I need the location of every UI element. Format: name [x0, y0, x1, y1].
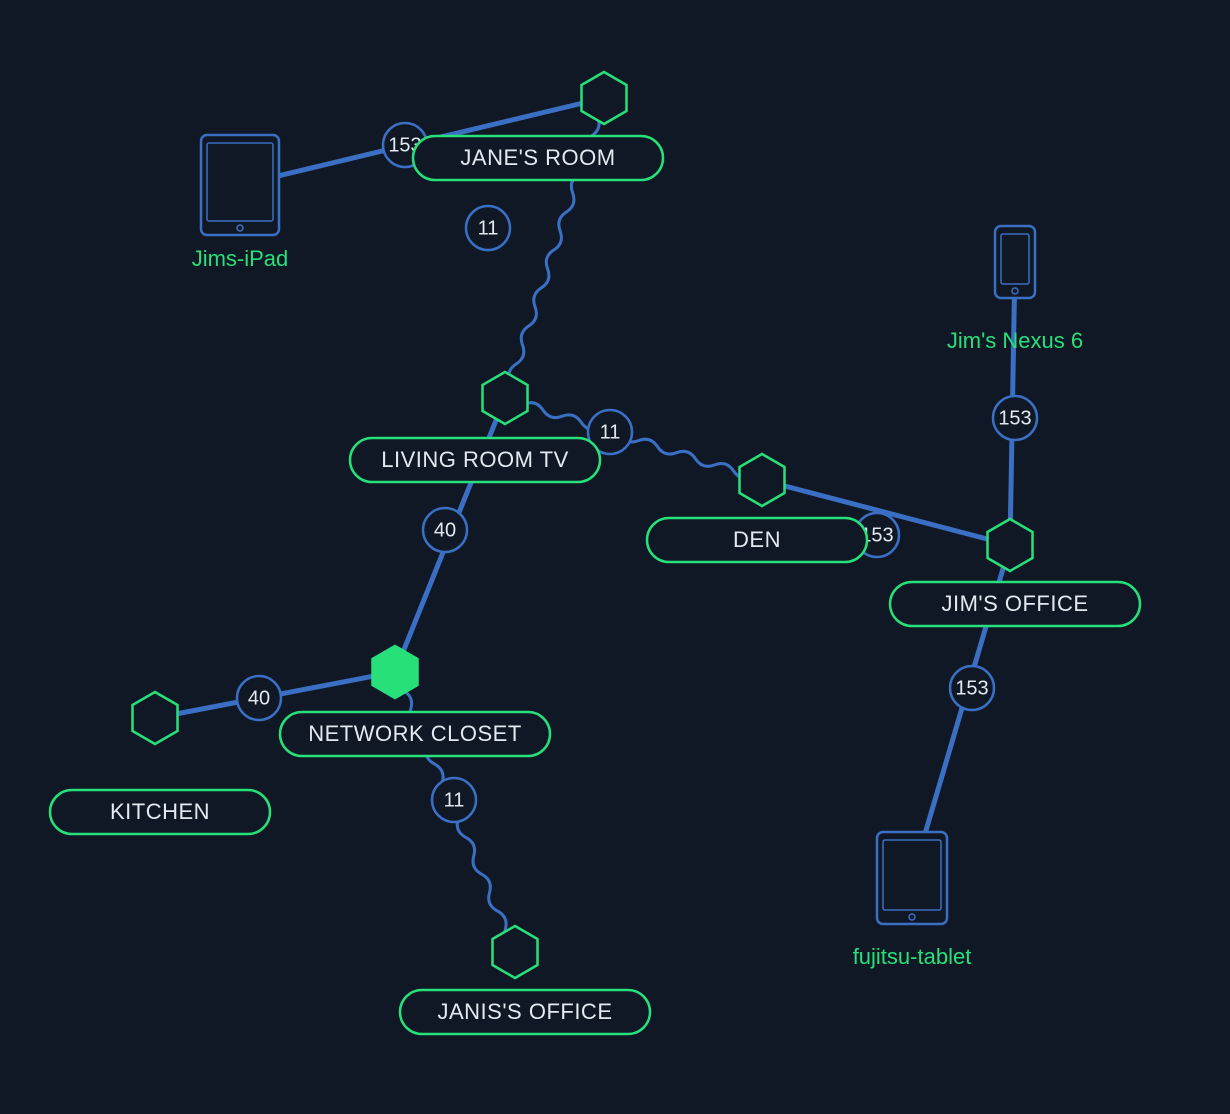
room-hex-icon[interactable] [740, 454, 785, 506]
edge-badge: 40 [423, 508, 467, 552]
room-label: KITCHEN [110, 799, 210, 824]
edge-badge-value: 11 [600, 421, 621, 443]
room-label: LIVING ROOM TV [381, 447, 569, 472]
room-janis_office[interactable]: JANIS'S OFFICE [400, 926, 650, 1034]
edge-badge: 153 [993, 396, 1037, 440]
room-hex-icon[interactable] [582, 72, 627, 124]
room-label: NETWORK CLOSET [308, 721, 522, 746]
edge-badge-value: 153 [955, 677, 988, 699]
room-janes_room[interactable]: JANE'S ROOM [413, 72, 663, 180]
edge-badge-value: 153 [998, 407, 1031, 429]
device-label: fujitsu-tablet [853, 944, 972, 969]
edge-badge-value: 11 [444, 789, 465, 811]
edge-badge: 11 [466, 206, 510, 250]
room-hex-icon[interactable] [988, 519, 1033, 571]
edge-badge: 11 [432, 778, 476, 822]
room-label: JANE'S ROOM [460, 145, 615, 170]
edge-badge: 40 [237, 676, 281, 720]
room-label: JIM'S OFFICE [941, 591, 1088, 616]
room-kitchen[interactable]: KITCHEN [50, 692, 270, 834]
device-jims_ipad[interactable]: Jims-iPad [192, 135, 289, 271]
room-hex-icon[interactable] [483, 372, 528, 424]
edge-badge-value: 40 [248, 687, 270, 709]
room-jims_office[interactable]: JIM'S OFFICE [890, 519, 1140, 626]
room-network_closet[interactable]: NETWORK CLOSET [280, 646, 550, 756]
edge-badge-value: 40 [434, 519, 456, 541]
room-label: DEN [733, 527, 781, 552]
edge-badge-value: 11 [478, 217, 499, 239]
device-label: Jims-iPad [192, 246, 289, 271]
edge-badge: 153 [950, 666, 994, 710]
room-hex-icon[interactable] [493, 926, 538, 978]
device-label: Jim's Nexus 6 [947, 328, 1083, 353]
room-living_room[interactable]: LIVING ROOM TV [350, 372, 600, 482]
network-diagram: 1531111401531531534011 JANE'S ROOMLIVING… [0, 0, 1230, 1114]
room-label: JANIS'S OFFICE [438, 999, 613, 1024]
room-den[interactable]: DEN [647, 454, 867, 562]
device-outline-icon[interactable] [201, 135, 279, 235]
device-jims_nexus[interactable]: Jim's Nexus 6 [947, 226, 1083, 353]
room-hex-icon[interactable] [373, 646, 418, 698]
room-hex-icon[interactable] [133, 692, 178, 744]
device-fujitsu_tablet[interactable]: fujitsu-tablet [853, 832, 972, 969]
